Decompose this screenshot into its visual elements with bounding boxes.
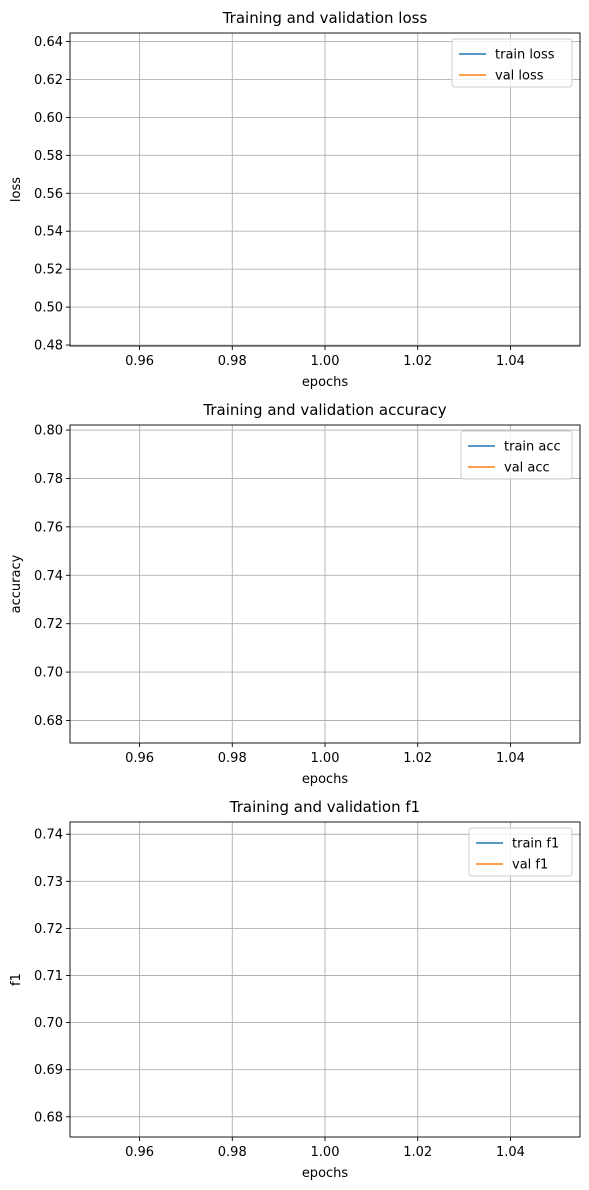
y-tick-label: 0.72 [34,922,63,937]
x-tick-label: 0.96 [125,1145,154,1160]
y-tick-label: 0.69 [34,1063,63,1078]
x-tick-label: 1.00 [311,1145,340,1160]
legend: train acc val acc [460,430,573,480]
x-axis-label: epochs [302,772,349,787]
x-tick-label: 1.02 [403,1145,432,1160]
y-tick-label: 0.62 [34,73,63,88]
x-tick-label: 0.98 [218,1145,247,1160]
x-tick-label: 0.96 [125,354,154,369]
x-tick-label: 1.00 [311,354,340,369]
y-tick-label: 0.48 [34,339,63,354]
legend-label: train f1 [512,837,559,852]
y-axis-label: accuracy [9,554,24,613]
y-tick-label: 0.68 [34,1110,63,1125]
y-tick-label: 0.70 [34,1016,63,1031]
x-axis-label: epochs [302,375,349,390]
y-tick-label: 0.78 [34,472,63,487]
y-tick-label: 0.54 [34,225,63,240]
x-tick-label: 1.02 [403,354,432,369]
y-axis-label: loss [9,177,24,202]
chart-3: 0.96 0.98 1.00 1.02 1.04 0.68 0.69 0.70 0.71 0.72… [9,798,581,1181]
y-tick-label: 0.60 [34,111,63,126]
x-tick-label: 1.04 [496,354,525,369]
legend: train loss val loss [451,38,573,88]
x-tick-label: 1.02 [403,751,432,766]
y-tick-label: 0.72 [34,617,63,632]
x-tick-label: 0.96 [125,751,154,766]
legend-label: train acc [504,440,561,455]
y-tick-label: 0.73 [34,875,63,890]
legend-label: val f1 [512,858,548,873]
chart-1: 0.96 0.98 1.00 1.02 1.04 0.48 0.50 0.52 0.54 0.56… [9,9,581,390]
x-tick-label: 1.00 [311,751,340,766]
y-tick-label: 0.50 [34,301,63,316]
y-tick-label: 0.58 [34,149,63,164]
y-tick-label: 0.64 [34,35,63,50]
x-tick-label: 0.98 [218,354,247,369]
y-tick-label: 0.74 [34,569,63,584]
x-tick-label: 1.04 [496,751,525,766]
x-tick-label: 0.98 [218,751,247,766]
y-axis-label: f1 [9,973,24,986]
x-tick-label: 1.04 [496,1145,525,1160]
y-tick-label: 0.70 [34,666,63,681]
x-axis-label: epochs [302,1166,349,1181]
chart-title: Training and validation accuracy [202,401,446,419]
y-tick-label: 0.71 [34,969,63,984]
y-tick-label: 0.80 [34,424,63,439]
y-tick-label: 0.76 [34,520,63,535]
legend-label: train loss [495,48,555,63]
y-tick-label: 0.74 [34,828,63,843]
y-tick-label: 0.56 [34,187,63,202]
chart-title: Training and validation f1 [229,798,420,816]
y-tick-label: 0.52 [34,263,63,278]
y-tick-label: 0.68 [34,714,63,729]
legend-label: val loss [495,69,544,84]
chart-2: 0.96 0.98 1.00 1.02 1.04 0.68 0.70 0.72 0.74 0.76… [9,401,581,787]
chart-title: Training and validation loss [222,9,428,27]
legend-label: val acc [504,461,550,476]
legend: train f1 val f1 [468,827,573,877]
